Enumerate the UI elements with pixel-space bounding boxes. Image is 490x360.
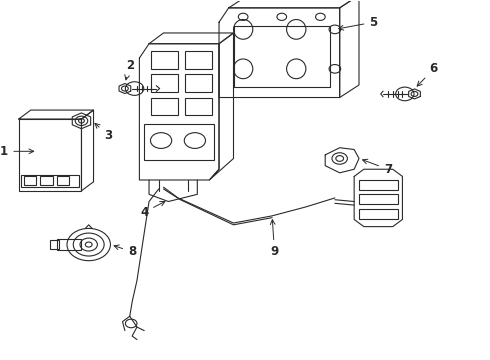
Bar [57,239,81,250]
Text: 8: 8 [114,245,136,258]
Text: 6: 6 [417,62,438,86]
Text: 1: 1 [0,145,34,158]
Text: 5: 5 [339,16,378,30]
Bar [359,194,397,204]
Bar [151,74,178,92]
Text: 2: 2 [125,59,134,80]
Bar [57,176,70,185]
Text: 9: 9 [270,220,279,258]
Bar [50,240,59,249]
Bar [185,51,212,69]
Bar [19,119,81,191]
Bar [144,125,214,160]
Bar [151,51,178,69]
Bar [21,175,79,187]
Text: 4: 4 [140,202,165,219]
Text: 3: 3 [95,123,112,142]
Bar [151,98,178,116]
Bar [24,176,36,185]
Bar [185,74,212,92]
Bar [41,176,52,185]
Bar [359,180,397,190]
Text: 7: 7 [363,159,392,176]
Bar [185,98,212,116]
Bar [359,209,397,219]
